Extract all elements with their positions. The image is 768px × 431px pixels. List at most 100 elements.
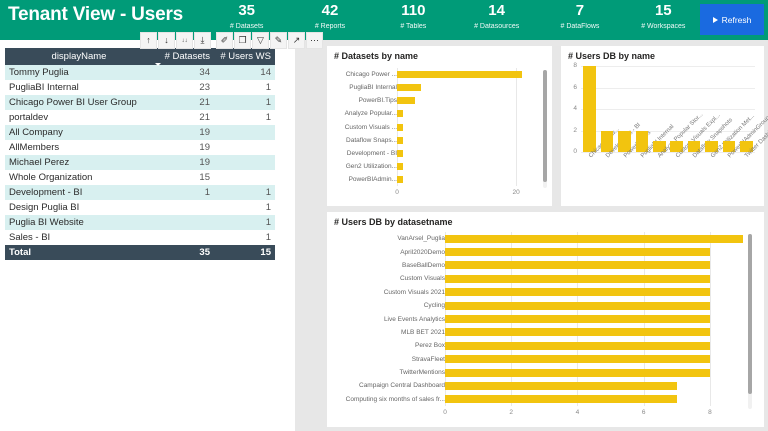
users-db-by-datasetname-plot[interactable]: 0 2 4 6 8 VanArsel_Puglia April2020Demo BaseBal… (335, 232, 747, 420)
category-label: Custom Visuals (399, 275, 445, 283)
table-row[interactable]: Puglia BI Website 1 (5, 215, 275, 230)
bar[interactable] (445, 381, 677, 390)
datasetname-chart-scrollbar[interactable] (748, 234, 752, 409)
table-row[interactable]: Development - BI 1 1 (5, 185, 275, 200)
x-axis-tick-label: 4 (575, 409, 580, 416)
drill-down-icon[interactable]: ↓ (158, 32, 175, 49)
bar[interactable] (445, 315, 710, 323)
kpi-1: 35 # Datasets (205, 2, 288, 40)
bar[interactable] (397, 71, 523, 79)
copy-icon[interactable]: ❐ (234, 32, 251, 49)
category-label: Perez Box (415, 342, 445, 350)
bar[interactable] (445, 301, 710, 310)
bar[interactable] (445, 395, 677, 404)
bar[interactable] (722, 141, 736, 152)
refresh-button[interactable]: Refresh (700, 4, 764, 35)
y-axis-tick-label: 4 (573, 105, 577, 112)
kpi-row: 35 # Datasets 42 # Reports 110 # Tables 14 # Da… (205, 2, 705, 40)
bar[interactable] (583, 66, 596, 152)
cell-datasets (153, 215, 214, 230)
tenant-users-table[interactable]: displayName # Datasets # Users WS Tommy … (5, 48, 275, 260)
drill-mode-icon[interactable]: ⤓ (194, 32, 211, 49)
cell-users-ws: 1 (214, 110, 275, 125)
cell-users-ws (214, 125, 275, 140)
bar[interactable] (445, 288, 710, 297)
bar[interactable] (397, 175, 403, 183)
datasets-by-name-plot[interactable]: 0 20 Chicago Power ... PugliaBI Internal Pow… (335, 68, 544, 200)
bar[interactable] (445, 368, 710, 377)
bar[interactable] (397, 136, 403, 144)
x-axis-tick-label: 0 (443, 409, 447, 416)
cell-datasets: 34 (153, 65, 214, 80)
expand-next-level-icon[interactable]: ↓↓ (176, 32, 193, 49)
bar[interactable] (705, 141, 718, 152)
cell-displayname: Michael Perez (5, 155, 153, 170)
filter-icon[interactable]: ▽ (252, 32, 269, 49)
bar[interactable] (397, 149, 403, 157)
bar[interactable] (600, 130, 614, 152)
bar[interactable] (397, 84, 421, 92)
column-header-datasets[interactable]: # Datasets (153, 48, 214, 66)
cell-users-ws: 1 (214, 215, 275, 230)
bar[interactable] (687, 141, 701, 152)
column-header-users-ws[interactable]: # Users WS (214, 48, 275, 65)
bar[interactable] (397, 162, 403, 170)
cell-datasets: 23 (153, 80, 214, 95)
cell-users-ws: 1 (214, 185, 275, 200)
total-users-ws: 15 (214, 245, 275, 260)
column-header-displayname[interactable]: displayName (5, 48, 153, 65)
bar[interactable] (445, 328, 710, 337)
bar[interactable] (445, 355, 710, 364)
table-row[interactable]: PugliaBI Internal 23 1 (5, 80, 275, 95)
cell-displayname: portaldev (5, 110, 153, 125)
table-row[interactable]: Sales - BI 1 (5, 230, 275, 245)
datasets-chart-scrollbar[interactable] (543, 70, 547, 188)
drill-up-icon[interactable]: ↑ (140, 32, 157, 49)
bar[interactable] (618, 130, 631, 152)
table-row[interactable]: portaldev 21 1 (5, 110, 275, 125)
total-datasets: 35 (153, 245, 214, 260)
bar[interactable] (653, 141, 666, 152)
table-row[interactable]: Design Puglia BI 1 (5, 200, 275, 215)
gridline (581, 152, 755, 153)
focus-mode-icon[interactable]: ↗ (288, 32, 305, 49)
gridline (709, 232, 711, 406)
cell-displayname: Design Puglia BI (5, 200, 153, 215)
cell-displayname: AllMembers (5, 140, 153, 155)
category-label: TwitterMentions (399, 369, 445, 377)
bar[interactable] (397, 110, 403, 118)
bar[interactable] (445, 234, 743, 243)
cell-displayname: Puglia BI Website (5, 215, 153, 230)
bar[interactable] (635, 130, 649, 152)
bar[interactable] (397, 123, 403, 131)
bar[interactable] (445, 248, 710, 257)
category-label: Live Events Analytics (383, 315, 445, 323)
cell-displayname: Development - BI (5, 185, 153, 200)
x-axis-tick-label: 8 (708, 409, 712, 416)
table-row[interactable]: AllMembers 19 (5, 140, 275, 155)
report-header-banner: Tenant View - Users 35 # Datasets 42 # Repo… (0, 0, 768, 40)
category-label: Custom Visuals 2021 (383, 288, 445, 296)
more-options-icon[interactable]: ⋯ (306, 32, 323, 49)
cell-users-ws (214, 170, 275, 185)
cell-datasets: 1 (153, 185, 214, 200)
column-header-datasets-label: # Datasets (164, 51, 210, 62)
toolbar-separator (212, 33, 215, 48)
bar[interactable] (445, 274, 710, 283)
refresh-button-label: Refresh (721, 14, 752, 25)
bar[interactable] (670, 141, 683, 152)
table-row[interactable]: Tommy Puglia 34 14 (5, 65, 275, 80)
category-label: Computing six months of sales fr... (345, 395, 445, 403)
bar[interactable] (445, 341, 710, 350)
bar[interactable] (397, 97, 415, 105)
table-row[interactable]: All Company 19 (5, 125, 275, 140)
category-label: PugliaBI Internal (349, 84, 397, 92)
bar[interactable] (445, 261, 710, 270)
table-row[interactable]: Chicago Power BI User Group 21 1 (5, 95, 275, 110)
bar[interactable] (740, 141, 753, 152)
pin-visual-icon[interactable]: ✐ (216, 32, 233, 49)
personalize-visual-icon[interactable]: ✎ (270, 32, 287, 49)
table-row[interactable]: Whole Organization 15 (5, 170, 275, 185)
table-row[interactable]: Michael Perez 19 (5, 155, 275, 170)
